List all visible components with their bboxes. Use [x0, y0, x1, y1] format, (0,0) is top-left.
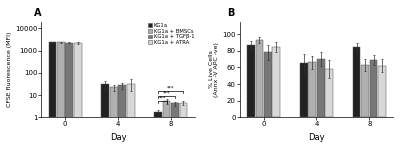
Text: B: B [228, 8, 235, 18]
Text: ***: *** [163, 90, 170, 95]
Text: ***: *** [158, 95, 166, 100]
Bar [272, 46, 280, 117]
Text: ***: *** [167, 85, 174, 90]
Bar [361, 65, 369, 117]
Bar [110, 87, 118, 149]
Y-axis label: CFSE fluorescence (MFI): CFSE fluorescence (MFI) [7, 32, 12, 107]
Legend: KG1a, KG1a + BMSCs, KG1a + TGFβ-1, KG1a + ATRA: KG1a, KG1a + BMSCs, KG1a + TGFβ-1, KG1a … [147, 22, 195, 46]
Bar [163, 101, 170, 149]
Bar [308, 62, 316, 117]
Bar [264, 52, 272, 117]
Bar [74, 43, 82, 149]
Bar [171, 103, 179, 149]
Bar [378, 66, 386, 117]
Bar [66, 43, 73, 149]
Bar [247, 45, 255, 117]
Bar [154, 112, 162, 149]
Bar [48, 42, 56, 149]
Bar [325, 69, 333, 117]
X-axis label: Day: Day [308, 133, 325, 142]
Bar [300, 63, 308, 117]
Bar [180, 103, 187, 149]
Bar [353, 47, 360, 117]
Text: A: A [34, 8, 41, 18]
Bar [317, 59, 324, 117]
Bar [102, 84, 109, 149]
Bar [57, 42, 65, 149]
X-axis label: Day: Day [110, 133, 126, 142]
Bar [118, 86, 126, 149]
Bar [256, 40, 263, 117]
Bar [127, 83, 134, 149]
Y-axis label: % Live Cells
(Annx -V APC -ve): % Live Cells (Annx -V APC -ve) [209, 42, 220, 97]
Bar [370, 60, 377, 117]
